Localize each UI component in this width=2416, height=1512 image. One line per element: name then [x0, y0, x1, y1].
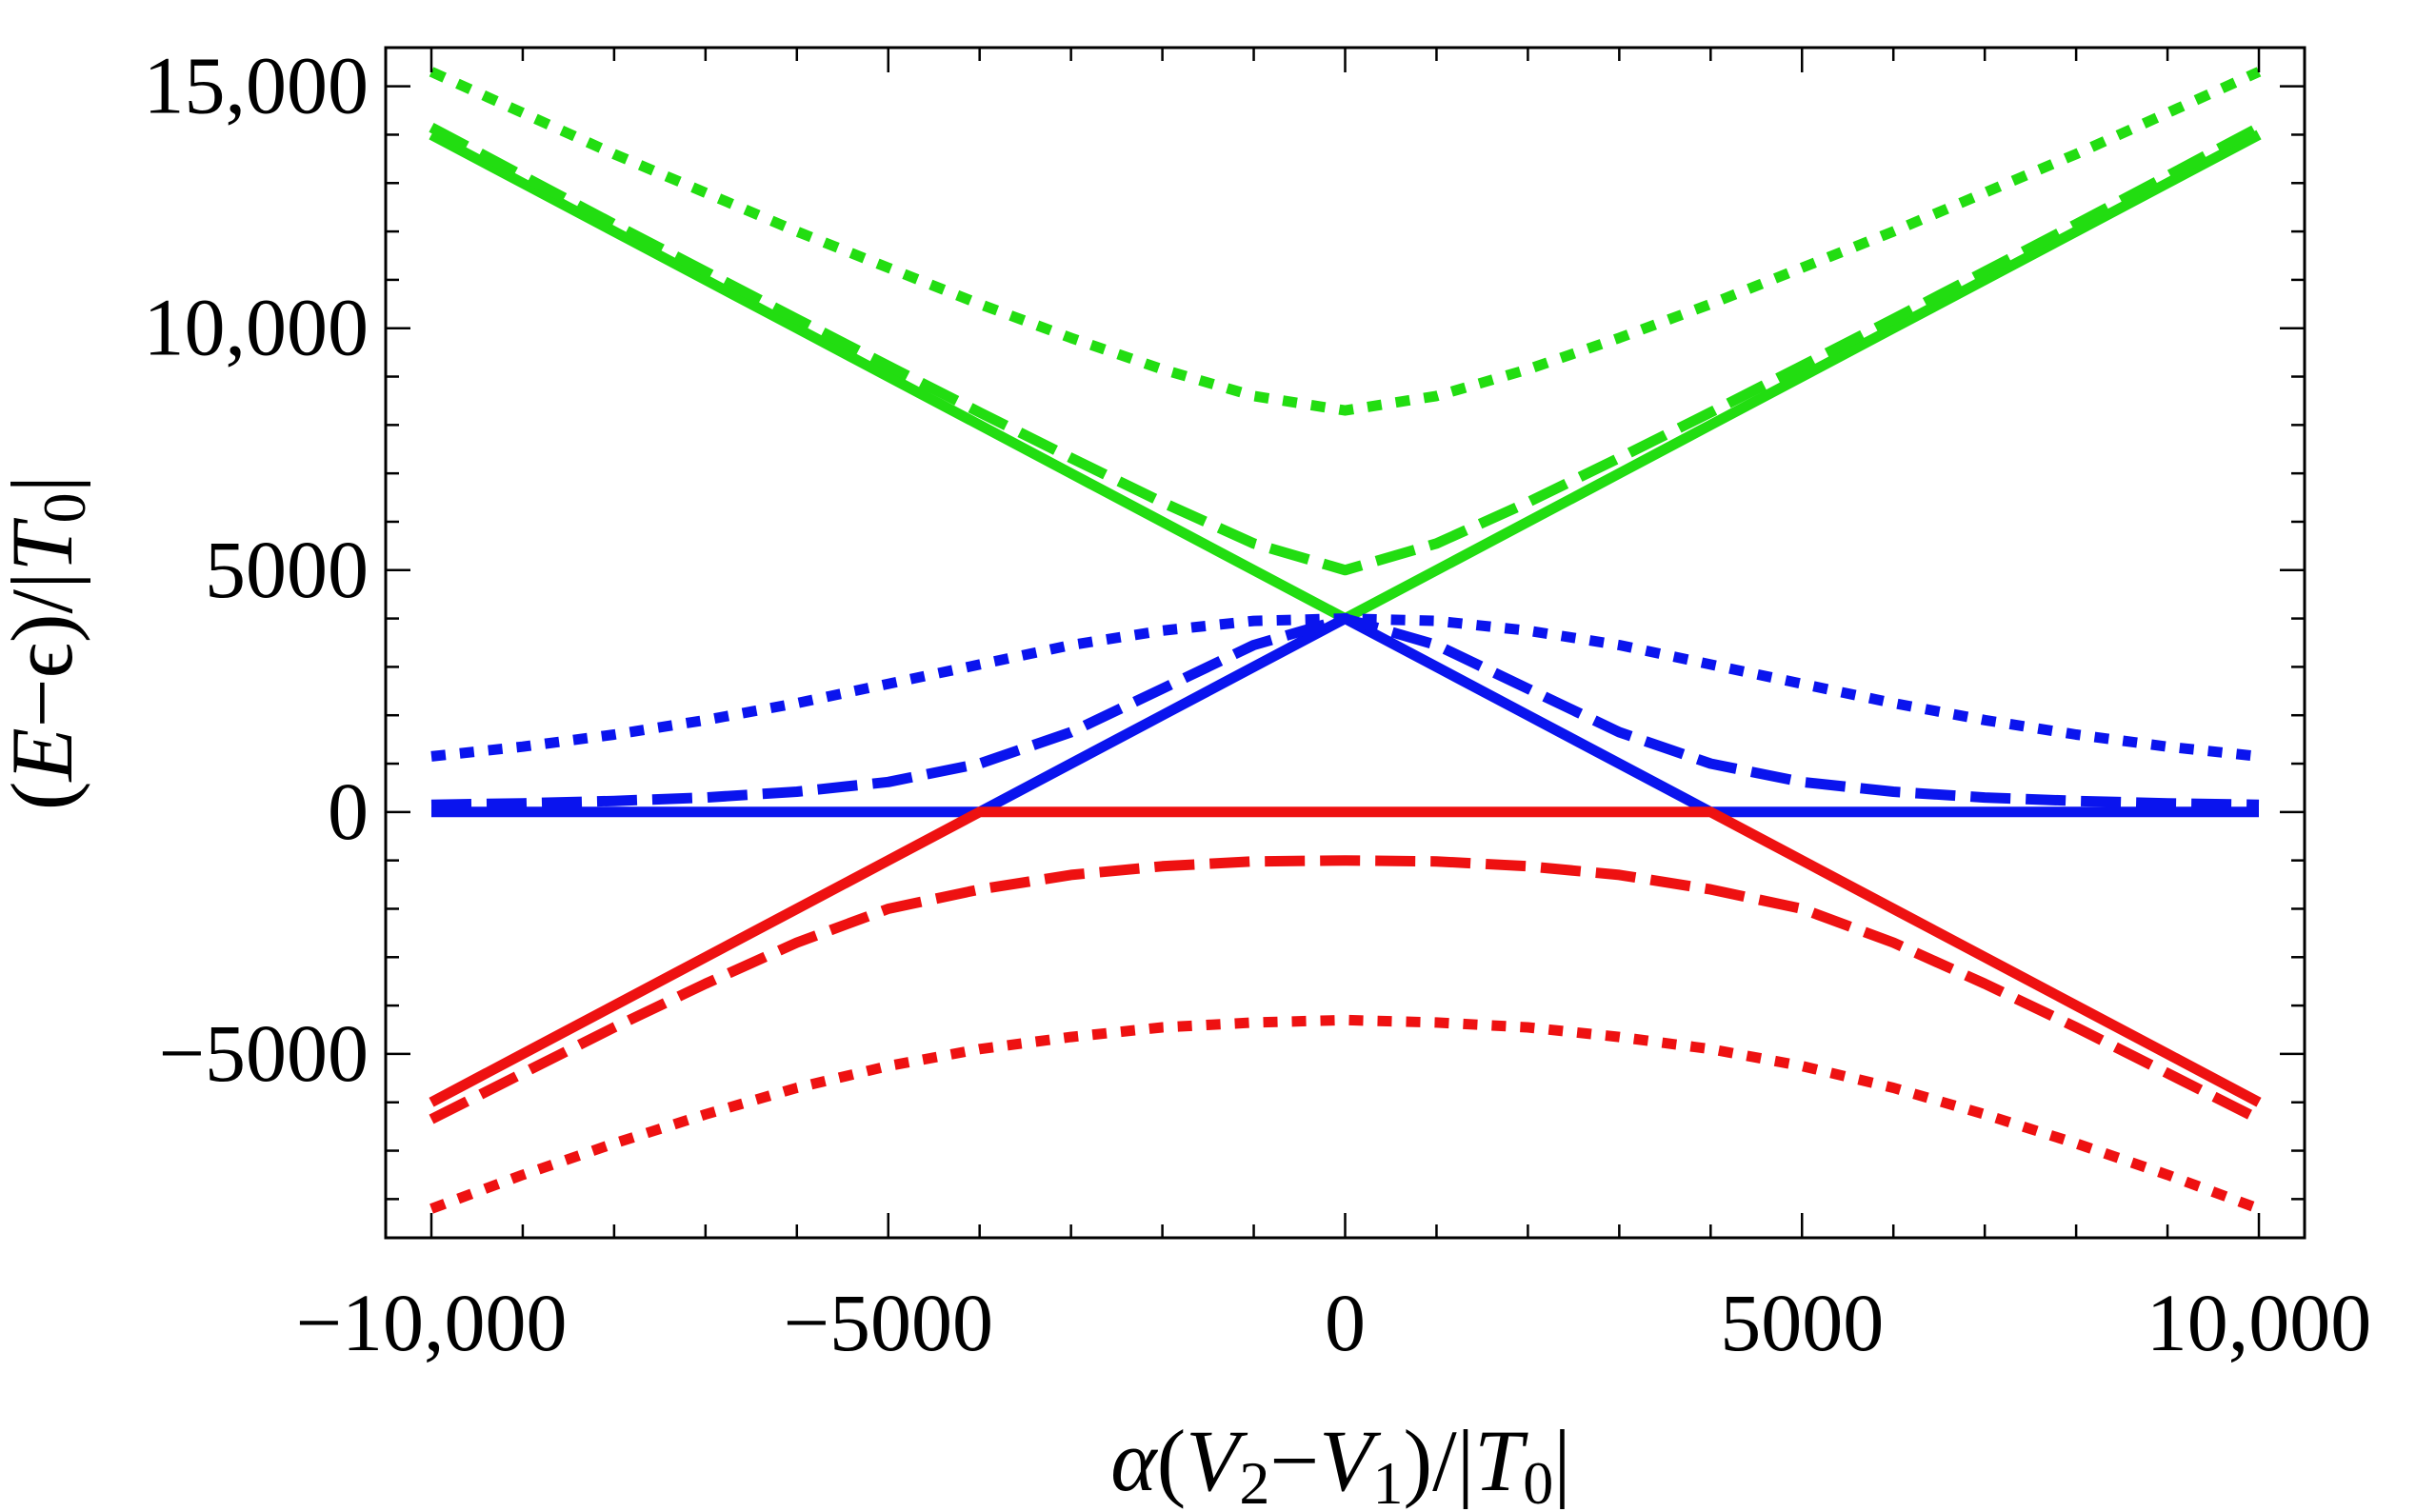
y-tick-label: 5000: [205, 524, 369, 615]
y-tick-label: −5000: [158, 1007, 369, 1099]
series-line-green-dotted: [429, 67, 2262, 416]
series-line-red-solid: [429, 806, 2262, 1107]
series-line-green-dashed: [429, 122, 2262, 576]
tick-label-layer: −10,000 −5000 0 5000 10,000 −5000 0 5000 10,000 1…: [144, 40, 2372, 1368]
series-line-red-dotted: [429, 1014, 2261, 1214]
series-line-blue-dotted: [430, 613, 2260, 762]
x-tick-label: −5000: [783, 1277, 993, 1368]
x-tick-label: 10,000: [2146, 1277, 2372, 1368]
y-tick-label: 10,000: [144, 282, 369, 373]
plot-frame: [384, 46, 2306, 1240]
tick-layer: [386, 48, 2305, 1238]
series-layer: [429, 67, 2262, 1214]
y-tick-label: 0: [328, 766, 369, 857]
series-line-red-dashed: [429, 855, 2262, 1124]
x-tick-label: −10,000: [295, 1277, 567, 1368]
x-axis-label: α(V2−V1)/|T0|: [1110, 1412, 1570, 1512]
x-tick-label: 0: [1325, 1277, 1366, 1368]
y-tick-label: 15,000: [144, 40, 369, 131]
y-axis-label: (E−ϵ)/|T0|: [0, 475, 98, 810]
x-tick-label: 5000: [1720, 1277, 1884, 1368]
